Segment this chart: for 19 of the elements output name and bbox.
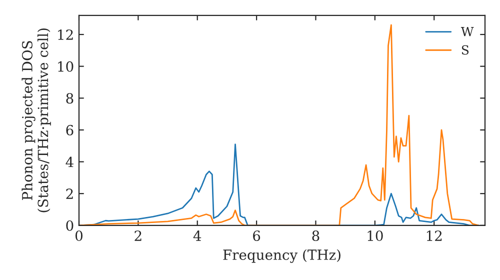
x-tick-label: 12: [426, 230, 442, 241]
y-tick-label: 8: [66, 93, 74, 104]
x-tick-label: 0: [75, 230, 82, 242]
y-tick-label: 12: [58, 29, 73, 40]
x-tick-label: 6: [253, 230, 260, 242]
x-tick-label: 10: [368, 230, 383, 242]
y-tick-label: 0: [66, 220, 74, 231]
x-tick-label: 4: [193, 230, 202, 241]
y-axis-title: Phonon projected DOS (States/THz·primitive cell): [22, 28, 51, 212]
legend-label: S: [462, 45, 469, 55]
y-tick-label: 6: [66, 124, 74, 136]
y-tick-label: 2: [66, 188, 73, 199]
line-series: [79, 24, 480, 226]
x-tick-label: 2: [134, 230, 142, 241]
y-tick-label: 10: [58, 61, 74, 72]
y-tick-label: 4: [66, 156, 74, 168]
x-axis-title: Frequency (THz): [223, 249, 340, 263]
x-tick-label: 8: [312, 230, 320, 242]
legend-label: W: [460, 27, 474, 36]
